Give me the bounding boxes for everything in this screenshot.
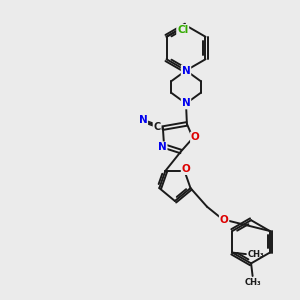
- Text: N: N: [182, 98, 190, 109]
- Text: N: N: [139, 115, 147, 125]
- Text: CH₃: CH₃: [248, 250, 264, 259]
- Text: Cl: Cl: [177, 25, 188, 35]
- Text: O: O: [191, 132, 200, 142]
- Text: N: N: [158, 142, 167, 152]
- Text: CH₃: CH₃: [244, 278, 261, 287]
- Text: O: O: [220, 215, 229, 225]
- Text: C: C: [154, 122, 161, 132]
- Text: N: N: [182, 65, 190, 76]
- Text: O: O: [182, 164, 190, 174]
